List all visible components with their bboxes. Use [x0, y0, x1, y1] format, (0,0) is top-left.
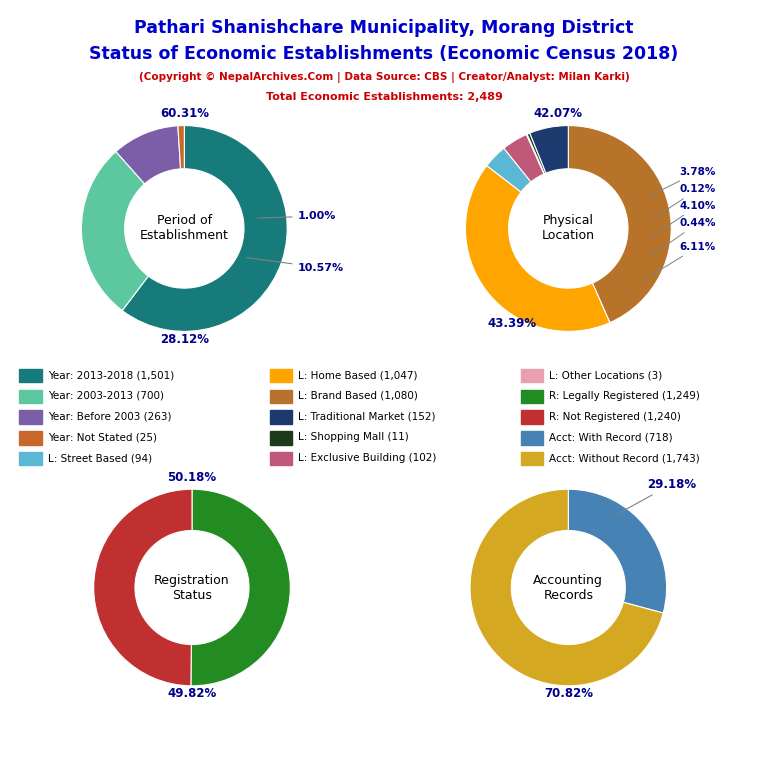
- Text: 60.31%: 60.31%: [160, 107, 209, 120]
- Bar: [19, 389, 41, 403]
- Bar: [270, 452, 293, 465]
- Text: 1.00%: 1.00%: [257, 211, 336, 221]
- Bar: [521, 431, 543, 445]
- Bar: [521, 389, 543, 403]
- Text: 70.82%: 70.82%: [544, 687, 593, 700]
- Text: Year: Not Stated (25): Year: Not Stated (25): [48, 432, 157, 442]
- Text: 0.44%: 0.44%: [650, 218, 716, 256]
- Text: L: Brand Based (1,080): L: Brand Based (1,080): [299, 391, 419, 401]
- Bar: [19, 452, 41, 465]
- Bar: [521, 452, 543, 465]
- Text: 42.07%: 42.07%: [534, 107, 583, 120]
- Bar: [19, 410, 41, 424]
- Text: Physical
Location: Physical Location: [541, 214, 595, 243]
- Bar: [270, 410, 293, 424]
- Wedge shape: [81, 151, 148, 310]
- Bar: [270, 369, 293, 382]
- Text: L: Home Based (1,047): L: Home Based (1,047): [299, 370, 418, 380]
- Wedge shape: [116, 126, 180, 184]
- Text: 43.39%: 43.39%: [487, 316, 536, 329]
- Text: (Copyright © NepalArchives.Com | Data Source: CBS | Creator/Analyst: Milan Karki: (Copyright © NepalArchives.Com | Data So…: [139, 72, 629, 83]
- Text: Total Economic Establishments: 2,489: Total Economic Establishments: 2,489: [266, 92, 502, 102]
- Text: L: Exclusive Building (102): L: Exclusive Building (102): [299, 453, 437, 463]
- Bar: [521, 369, 543, 382]
- Bar: [270, 431, 293, 445]
- Text: 49.82%: 49.82%: [167, 687, 217, 700]
- Text: R: Legally Registered (1,249): R: Legally Registered (1,249): [549, 391, 700, 401]
- Text: 3.78%: 3.78%: [649, 167, 716, 197]
- Text: Period of
Establishment: Period of Establishment: [140, 214, 229, 243]
- Text: 28.12%: 28.12%: [160, 333, 209, 346]
- Text: 10.57%: 10.57%: [247, 258, 343, 273]
- Text: 6.11%: 6.11%: [643, 242, 716, 280]
- Bar: [19, 431, 41, 445]
- Text: Pathari Shanishchare Municipality, Morang District: Pathari Shanishchare Municipality, Moran…: [134, 19, 634, 37]
- Wedge shape: [568, 125, 671, 323]
- Text: 0.12%: 0.12%: [653, 184, 716, 219]
- Bar: [521, 410, 543, 424]
- Bar: [270, 389, 293, 403]
- Wedge shape: [470, 489, 664, 686]
- Wedge shape: [526, 134, 545, 174]
- Wedge shape: [487, 148, 531, 192]
- Wedge shape: [94, 489, 192, 686]
- Wedge shape: [527, 133, 546, 174]
- Text: L: Street Based (94): L: Street Based (94): [48, 453, 152, 463]
- Wedge shape: [122, 125, 287, 331]
- Bar: [19, 369, 41, 382]
- Text: Year: Before 2003 (263): Year: Before 2003 (263): [48, 412, 171, 422]
- Text: Accounting
Records: Accounting Records: [534, 574, 603, 601]
- Text: Status of Economic Establishments (Economic Census 2018): Status of Economic Establishments (Econo…: [89, 45, 679, 62]
- Text: 29.18%: 29.18%: [615, 478, 696, 515]
- Wedge shape: [178, 125, 184, 169]
- Text: Acct: Without Record (1,743): Acct: Without Record (1,743): [549, 453, 700, 463]
- Wedge shape: [465, 166, 610, 331]
- Text: L: Shopping Mall (11): L: Shopping Mall (11): [299, 432, 409, 442]
- Text: 50.18%: 50.18%: [167, 471, 217, 484]
- Text: 4.10%: 4.10%: [651, 201, 716, 237]
- Wedge shape: [191, 489, 290, 686]
- Text: L: Traditional Market (152): L: Traditional Market (152): [299, 412, 436, 422]
- Text: L: Other Locations (3): L: Other Locations (3): [549, 370, 663, 380]
- Text: Year: 2003-2013 (700): Year: 2003-2013 (700): [48, 391, 164, 401]
- Text: R: Not Registered (1,240): R: Not Registered (1,240): [549, 412, 681, 422]
- Text: Registration
Status: Registration Status: [154, 574, 230, 601]
- Wedge shape: [530, 125, 568, 173]
- Text: Year: 2013-2018 (1,501): Year: 2013-2018 (1,501): [48, 370, 174, 380]
- Text: Acct: With Record (718): Acct: With Record (718): [549, 432, 673, 442]
- Wedge shape: [504, 134, 544, 182]
- Wedge shape: [568, 489, 667, 613]
